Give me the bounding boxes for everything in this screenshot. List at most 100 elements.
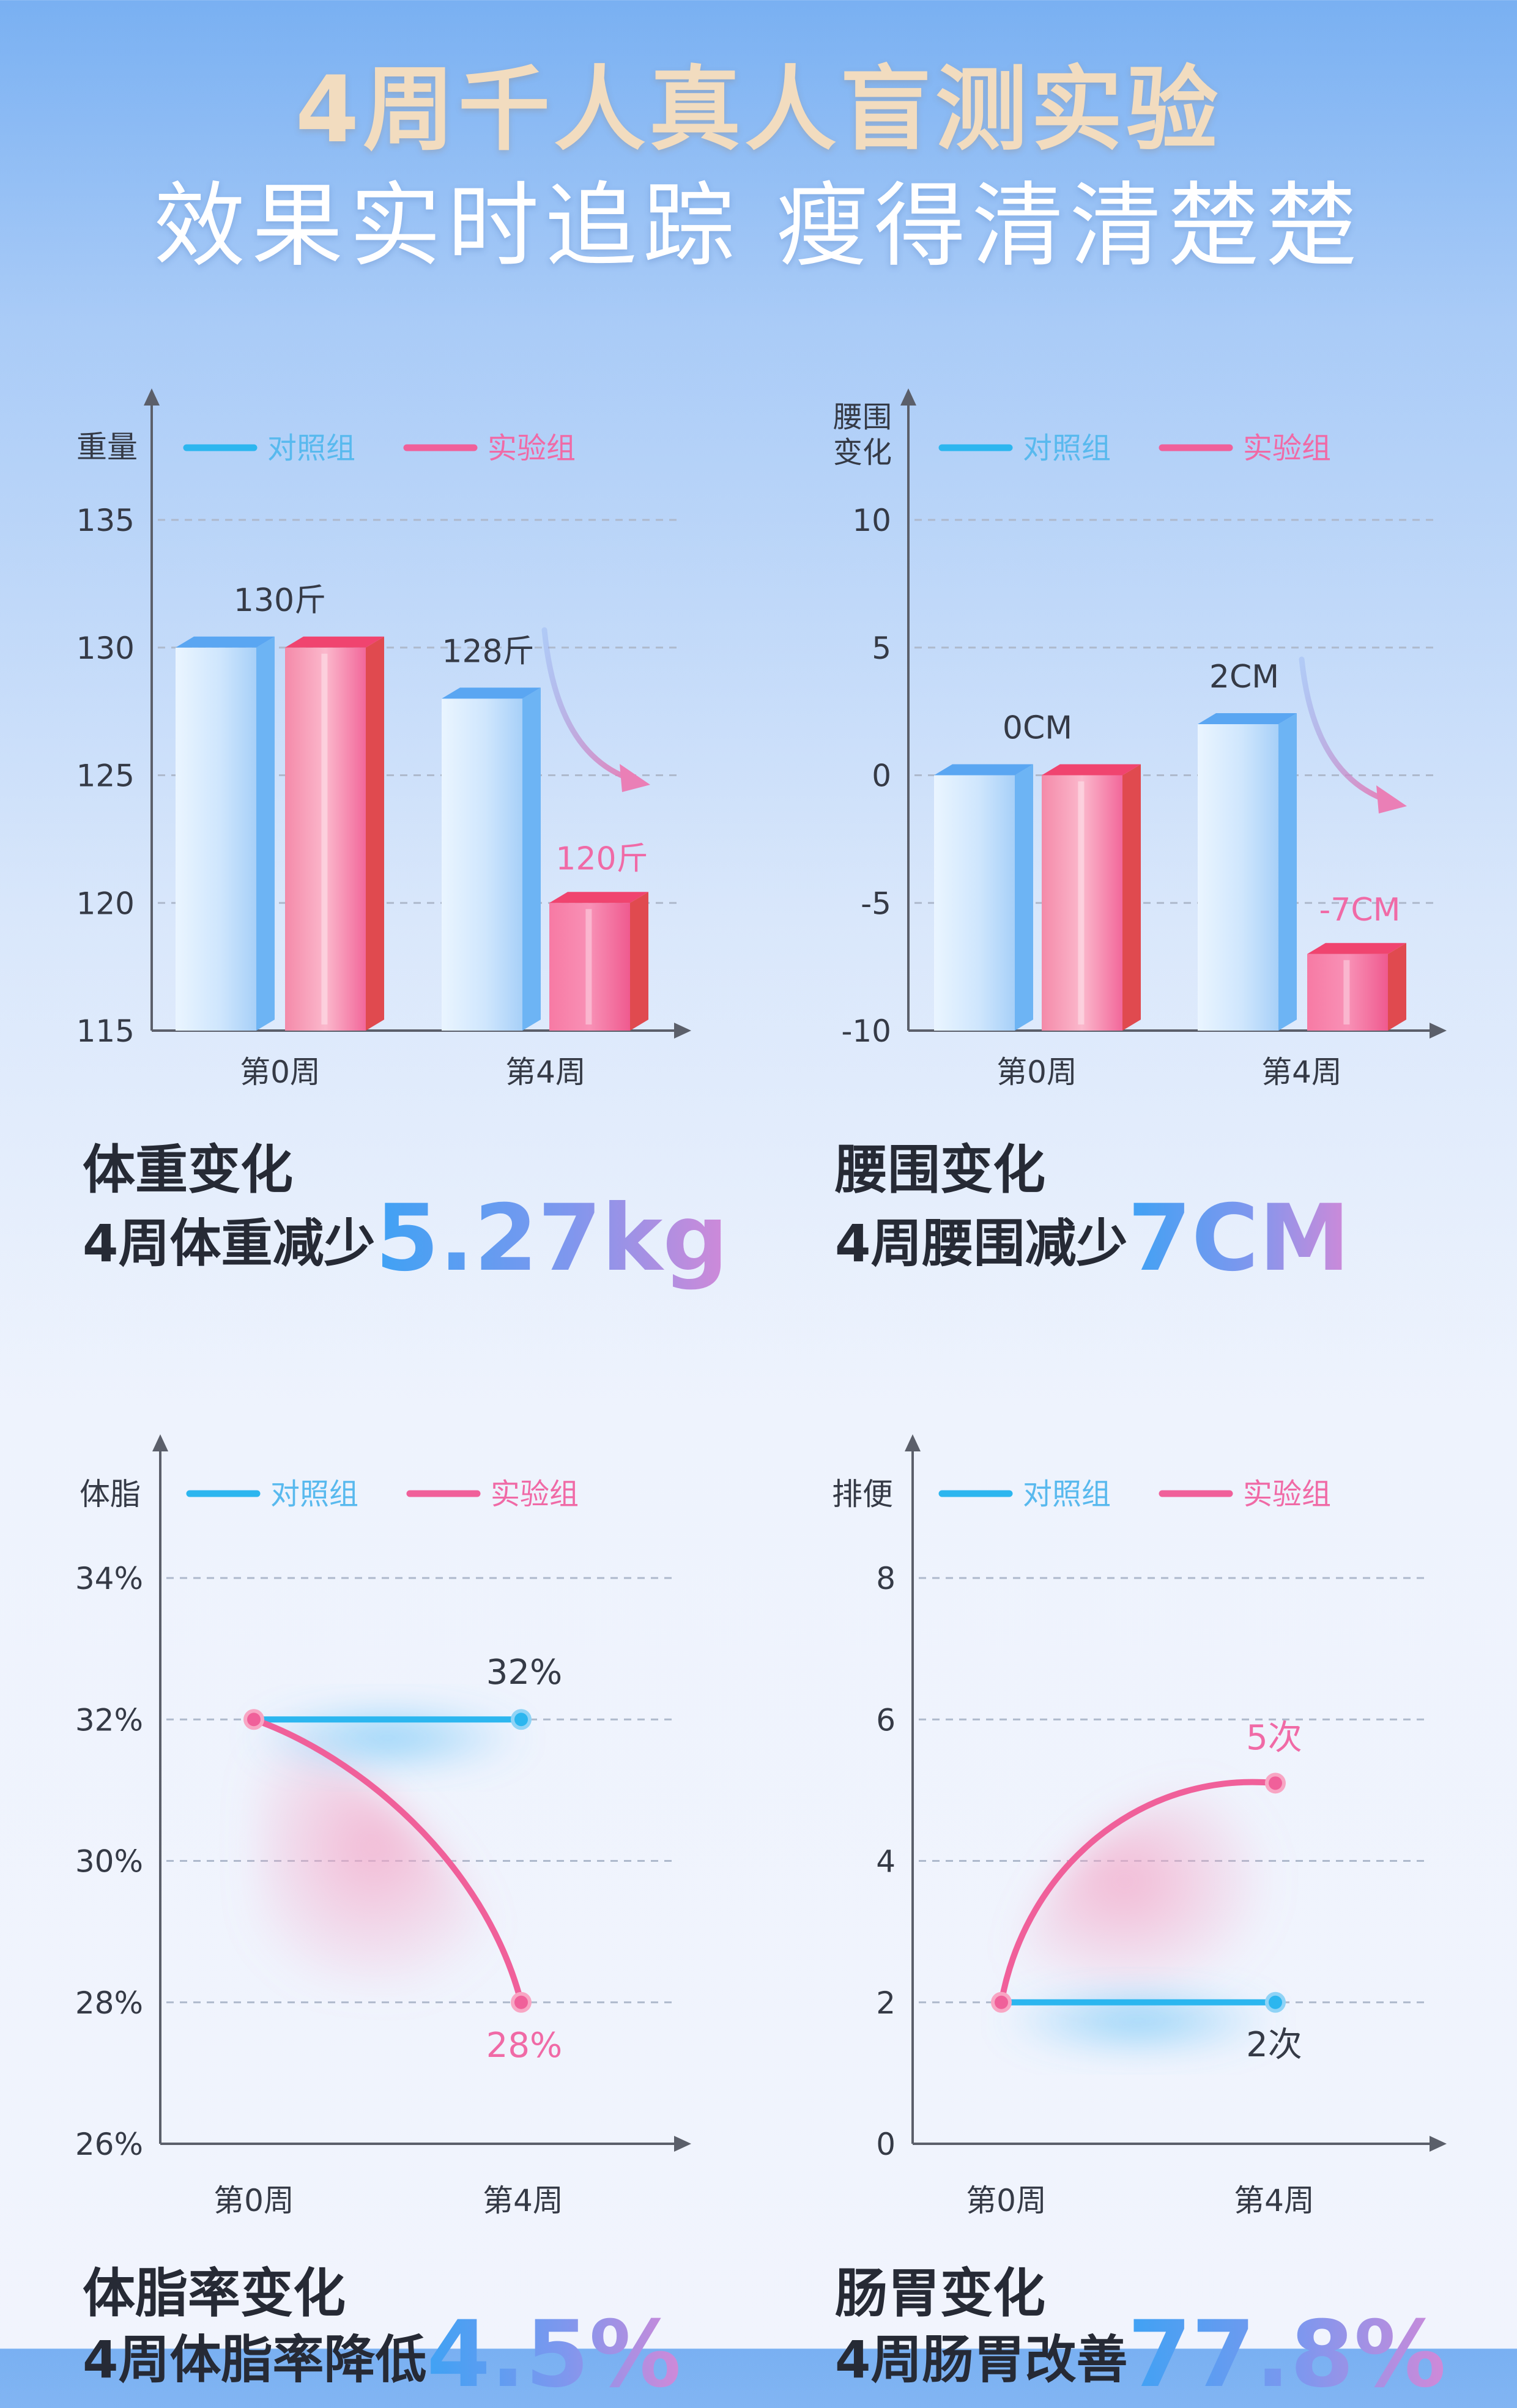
bodyfat-caption-title: 体脂率变化: [83, 2263, 346, 2324]
y-tick-label: 5: [872, 631, 891, 666]
y-tick-label: 32%: [75, 1702, 143, 1738]
y-tick-label: 115: [76, 1013, 135, 1049]
y-axis-label: 排便: [832, 1476, 893, 1512]
waist-caption: 4周腰围减少7CM: [835, 1193, 1350, 1289]
experiment-point-week4: [514, 1995, 528, 2009]
legend-experiment-label: 实验组: [488, 431, 576, 465]
data-label-control-week4: 32%: [486, 1653, 562, 1692]
experiment-glow: [1001, 1782, 1275, 2002]
y-tick-label: 28%: [75, 1985, 143, 2021]
x-axis-arrow: [1430, 1023, 1447, 1039]
weight-caption-value: 5.27kg: [375, 1185, 729, 1292]
y-axis-label: 体脂: [80, 1476, 141, 1512]
y-tick-label: 130: [76, 631, 135, 666]
y-axis-arrow: [905, 1434, 921, 1451]
y-axis-label: 变化: [833, 435, 892, 470]
bowel-caption-value: 77.8%: [1127, 2302, 1446, 2408]
bar-front: [549, 903, 630, 1031]
start-point-week0: [995, 1995, 1008, 2009]
control-point-week4: [514, 1713, 528, 1727]
bar-top: [934, 764, 1033, 776]
y-axis-arrow: [900, 388, 916, 406]
control-point-week4: [1269, 1995, 1282, 2009]
legend-experiment-label: 实验组: [1243, 431, 1331, 465]
x-tick-label: 第4周: [1234, 2183, 1315, 2218]
page-subtitle: 效果实时追踪 瘦得清清楚楚: [154, 173, 1363, 280]
waist-caption-prefix: 4周腰围减少: [835, 1213, 1128, 1273]
bar-front: [285, 647, 366, 1031]
experiment-glow: [254, 1719, 521, 2002]
legend-control-label: 对照组: [267, 431, 355, 465]
data-label-week0: 0CM: [1003, 710, 1072, 747]
data-label-week0: 130斤: [234, 582, 326, 619]
bodyfat-caption-value: 4.5%: [426, 2302, 681, 2408]
legend-experiment-label: 实验组: [1243, 1477, 1331, 1511]
y-tick-label: 10: [852, 503, 891, 538]
bar-side: [1388, 943, 1406, 1031]
x-tick-label: 第0周: [966, 2183, 1047, 2218]
experiment-point-week4: [1269, 1776, 1282, 1790]
data-label-control-week4: 2CM: [1209, 659, 1279, 695]
data-label-experiment-week4: -7CM: [1319, 892, 1400, 928]
bowel-caption-title: 肠胃变化: [835, 2263, 1045, 2324]
y-tick-label: 120: [76, 886, 135, 921]
bar-side: [366, 636, 384, 1031]
bar-top: [285, 636, 384, 648]
y-tick-label: 34%: [75, 1561, 143, 1596]
y-tick-label: 8: [876, 1561, 896, 1596]
x-tick-label: 第4周: [483, 2183, 563, 2218]
x-tick-label: 第4周: [505, 1054, 586, 1090]
bar-front: [934, 775, 1015, 1031]
y-tick-label: 4: [876, 1844, 896, 1880]
decrease-arrow-head: [1376, 785, 1407, 813]
bar-top: [1198, 713, 1297, 724]
y-axis-arrow: [152, 1434, 168, 1451]
legend-experiment-label: 实验组: [491, 1477, 579, 1511]
control-glow: [998, 1987, 1279, 2054]
y-tick-label: 6: [876, 1702, 896, 1738]
x-tick-label: 第0周: [213, 2183, 294, 2218]
bar-highlight: [585, 909, 592, 1024]
bar-highlight: [1343, 960, 1350, 1024]
bar-side: [1122, 764, 1141, 1031]
bar-top: [442, 687, 541, 699]
bar-top: [1042, 764, 1141, 776]
bodyfat-caption: 4周体脂率降低4.5%: [83, 2309, 681, 2406]
data-label-experiment-week4: 28%: [486, 2026, 562, 2065]
y-tick-label: 0: [872, 758, 891, 794]
data-label-experiment-week4: 5次: [1246, 1718, 1302, 1758]
weight-caption-prefix: 4周体重减少: [83, 1213, 376, 1273]
bar-highlight: [1078, 781, 1085, 1024]
waist-caption-title: 腰围变化: [835, 1139, 1045, 1201]
bar-highlight: [321, 653, 328, 1024]
data-label-experiment-week4: 120斤: [555, 840, 648, 877]
experiment-bar-week0: [285, 636, 384, 1031]
y-tick-label: 30%: [75, 1844, 143, 1880]
y-tick-label: -5: [861, 886, 891, 921]
decrease-arrow-head: [620, 764, 650, 792]
weight-caption: 4周体重减少5.27kg: [83, 1193, 729, 1289]
y-tick-label: 2: [876, 1985, 896, 2021]
experiment-line: [251, 1716, 524, 2006]
x-tick-label: 第0周: [240, 1054, 321, 1090]
control-bar-week4: [442, 687, 541, 1031]
y-axis-label: 腰围: [833, 400, 892, 434]
data-label-control-week4: 128斤: [442, 633, 534, 670]
bar-side: [630, 892, 648, 1031]
experiment-bar-week4: [549, 892, 648, 1031]
bowel-caption-prefix: 4周肠胃改善: [835, 2330, 1128, 2390]
bar-top: [549, 892, 648, 903]
y-tick-label: 26%: [75, 2127, 143, 2162]
experiment-bar-week4: [1307, 943, 1406, 1031]
legend-control-label: 对照组: [270, 1477, 358, 1511]
x-tick-label: 第4周: [1261, 1054, 1342, 1090]
x-axis-arrow: [674, 2136, 691, 2152]
control-bar-week0: [176, 636, 275, 1031]
weight-caption-title: 体重变化: [83, 1139, 293, 1201]
y-tick-label: 125: [76, 758, 135, 794]
control-bar-week0: [934, 764, 1033, 1031]
bar-side: [1278, 713, 1297, 1031]
